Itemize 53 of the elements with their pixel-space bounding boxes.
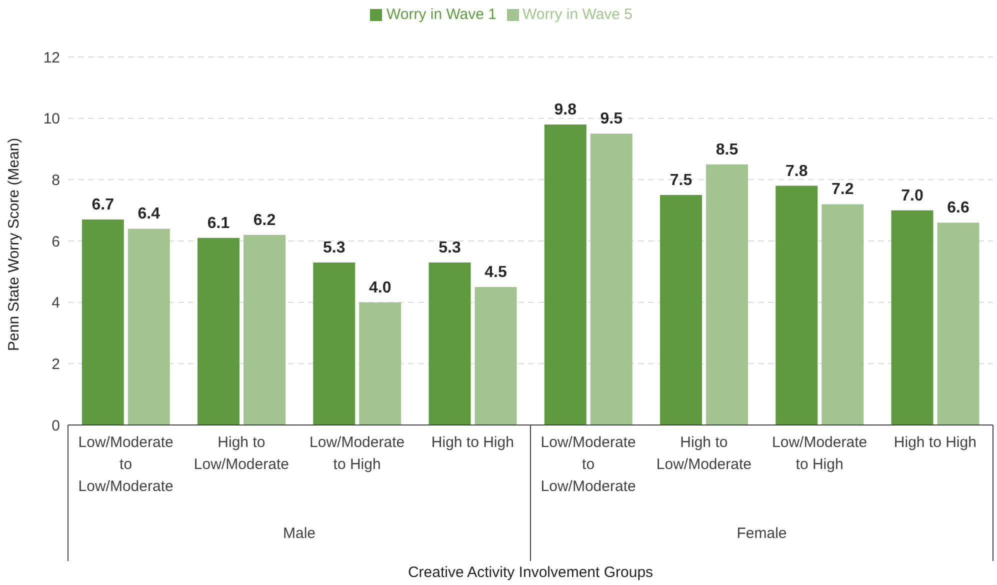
y-tick-label: 4 — [52, 294, 60, 312]
y-tick-label: 12 — [43, 49, 60, 66]
data-label: 6.4 — [138, 206, 160, 223]
data-label: 5.3 — [438, 239, 461, 256]
data-label: 7.2 — [832, 181, 854, 198]
data-label: 7.5 — [670, 172, 692, 189]
bar — [428, 262, 471, 425]
y-tick-label: 6 — [52, 233, 60, 250]
text: Female — [736, 525, 787, 542]
bar — [937, 222, 980, 425]
data-label: 8.5 — [716, 141, 738, 158]
y-tick-label: 8 — [52, 172, 60, 189]
data-label: 4.5 — [484, 264, 507, 281]
bar — [474, 287, 517, 425]
x-tick-label: High to Low/Moderate — [656, 434, 752, 473]
text: Male — [282, 525, 316, 542]
x-tick-label: Low/Moderate to High — [772, 434, 868, 473]
x-tick-label: Low/Moderate to Low/Moderate — [540, 434, 636, 495]
bar — [822, 204, 864, 425]
data-label: 7.8 — [786, 162, 808, 180]
bar — [776, 186, 818, 425]
data-label: 6.6 — [947, 200, 970, 217]
data-label: 5.3 — [323, 239, 346, 256]
legend-label: Worry in Wave 5 — [522, 6, 633, 23]
y-tick-label: 10 — [43, 110, 60, 128]
bar — [313, 262, 356, 425]
x-tick-label: Low/Moderate to Low/Moderate — [78, 434, 174, 495]
data-label: 4.0 — [369, 279, 392, 296]
bar — [82, 220, 124, 425]
data-label: 6.2 — [253, 212, 276, 229]
data-label: 9.5 — [600, 110, 623, 128]
bar — [706, 164, 748, 425]
data-label: 7.0 — [901, 187, 924, 204]
x-tick-label: High to High — [431, 434, 514, 451]
y-axis-title: Penn State Worry Score (Mean) — [5, 138, 22, 351]
x-tick-label: High to High — [894, 434, 976, 451]
x-tick-label: Low/Moderate to High — [310, 434, 405, 473]
bar — [544, 124, 586, 425]
data-label: 6.1 — [207, 214, 230, 232]
bar — [244, 234, 286, 425]
legend-label: Worry in Wave 1 — [386, 6, 496, 23]
bar — [891, 210, 934, 425]
bar — [359, 302, 402, 425]
bar — [198, 238, 240, 425]
bar — [660, 195, 702, 425]
data-label: 9.8 — [554, 101, 577, 118]
bar — [128, 228, 170, 425]
x-axis-title: Creative Activity Involvement Groups — [408, 564, 654, 581]
data-label: 6.7 — [92, 196, 114, 214]
y-tick-label: 2 — [52, 356, 60, 373]
x-tick-label: High to Low/Moderate — [194, 434, 289, 473]
y-tick-label: 0 — [52, 417, 60, 434]
bar — [590, 134, 632, 425]
